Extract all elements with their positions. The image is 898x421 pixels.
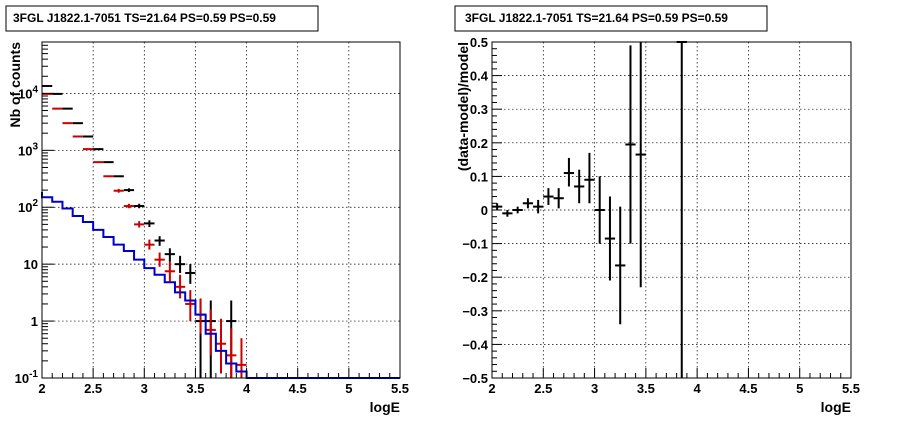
counts-data-point [123,203,135,209]
residual-data-point [625,45,636,244]
residual-y-tick-label: −0.1 [462,237,488,252]
counts-x-tick-label: 5 [345,381,352,396]
residual-title-box [454,5,768,32]
counts-data-point [154,236,165,246]
residual-x-tick-label: 5.5 [842,381,860,396]
counts-x-tick-label: 5.5 [391,381,409,396]
counts-model-step-line [41,192,400,379]
residual-x-tick-label: 3 [591,381,598,396]
residual-data-point [543,188,554,205]
residual-y-tick-label: −0.5 [462,371,488,386]
residual-data-point [522,198,534,209]
counts-chart-title: 3FGL J1822.1-7051 TS=21.64 PS=0.59 PS=0.… [13,11,276,25]
counts-data-point [144,239,155,250]
counts-data-point [144,220,155,227]
counts-panel: 2 2.5 3 3.5 4 4.5 5 5.5 10-1 1 10 102 103 104 3FGL J1… [5,5,409,415]
residual-x-tick-label: 2 [488,381,495,396]
counts-y-tick-label: 103 [18,141,38,158]
residual-y-tick-label: 0.4 [470,69,489,84]
counts-x-tick-label: 3 [141,381,148,396]
residual-data-point [604,196,616,281]
residual-chart-title: 3FGL J1822.1-7051 TS=21.64 PS=0.59 PS=0.… [465,11,728,25]
counts-x-tick-label: 3.5 [186,381,204,396]
counts-data-point [185,290,196,322]
counts-x-tick-label: 4 [243,381,251,396]
residual-y-tick-label: −0.2 [462,270,488,285]
counts-y-axis-label: Nb of counts [7,42,23,128]
counts-title-box [5,5,319,32]
residual-data-point [533,199,544,214]
counts-data-point [205,309,216,356]
residual-x-tick-label: 2.5 [534,381,552,396]
counts-data-point [164,261,175,282]
residual-data-point [553,188,564,209]
residual-y-tick-label: −0.3 [462,304,488,319]
counts-data-point [134,221,145,228]
counts-x-tick-label: 2 [38,381,45,396]
residual-data-point [635,42,646,288]
counts-x-axis-label: logE [370,399,400,415]
residual-data-point [594,176,605,244]
counts-x-tick-label: 2.5 [84,381,102,396]
residual-data-point [584,152,595,204]
counts-data-point [174,255,186,273]
counts-data-point [226,328,237,378]
counts-y-tick-label: 10-1 [15,369,39,386]
residual-panel: 2 2.5 3 3.5 4 4.5 5 5.5 −0.5 −0.4 −0.3 −0.2 −0.1 0 0.1… [454,5,860,415]
residual-y-tick-label: 0.3 [470,102,488,117]
residual-data-point [492,203,503,210]
residual-data-point [512,206,523,214]
counts-x-tick-label: 4.5 [289,381,307,396]
residual-x-tick-label: 3.5 [637,381,655,396]
counts-data-point [123,188,135,193]
counts-data-point [113,188,124,193]
residual-data-point [563,157,575,187]
counts-y-tick-label: 102 [18,198,38,215]
residual-x-tick-label: 4.5 [739,381,757,396]
residual-data-point [574,169,585,204]
residual-y-tick-label: −0.4 [462,337,488,352]
counts-data-point [154,252,165,267]
residual-data-point [502,210,513,217]
residual-x-axis-label: logE [821,399,851,415]
counts-data-point [164,248,175,262]
residual-y-tick-label: 0 [481,203,488,218]
residual-y-tick-label: 0.5 [470,35,488,50]
residual-data-point [615,206,626,325]
counts-y-tick-label: 10 [24,257,38,272]
residual-y-tick-label: 0.2 [470,136,488,151]
counts-data-point [195,298,206,334]
counts-data-point [134,203,145,209]
counts-y-tick-label: 1 [31,314,38,329]
residual-x-tick-label: 4 [694,381,702,396]
counts-data-point [215,318,227,374]
counts-y-tick-label: 104 [18,84,38,101]
residual-y-tick-label: 0.1 [470,169,488,184]
counts-data-point [185,264,196,284]
counts-data-point [174,274,186,299]
residual-x-tick-label: 5 [796,381,803,396]
residual-y-axis-label: (data-model)/model [455,42,471,171]
